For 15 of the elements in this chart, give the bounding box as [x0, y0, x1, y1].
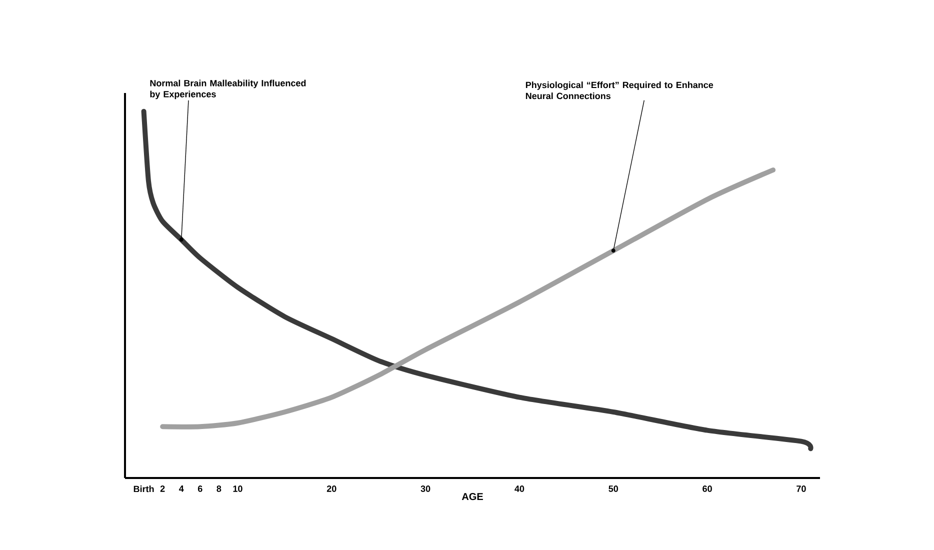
x-tick-label: 50 [608, 486, 618, 492]
x-tick-label: 10 [233, 486, 242, 492]
x-tick-label: 6 [198, 486, 202, 492]
x-tick-label: 70 [796, 486, 806, 492]
x-tick-label: 30 [420, 486, 430, 492]
x-tick-label: 40 [514, 486, 524, 492]
annotation: Physiological “Effort” Required to Enhance Neural Connections [526, 82, 714, 100]
x-tick-label: 2 [160, 486, 165, 492]
x-tick-label: 8 [216, 486, 222, 492]
x-tick-label: 60 [702, 486, 712, 492]
x-tick-label: Birth [134, 486, 154, 492]
x-tick-label: 4 [178, 486, 184, 492]
x-tick-label: 20 [326, 486, 336, 492]
x-axis-title: AGE [462, 493, 483, 500]
annotation: Normal Brain Malleability Influenced by Experiences [150, 80, 306, 100]
